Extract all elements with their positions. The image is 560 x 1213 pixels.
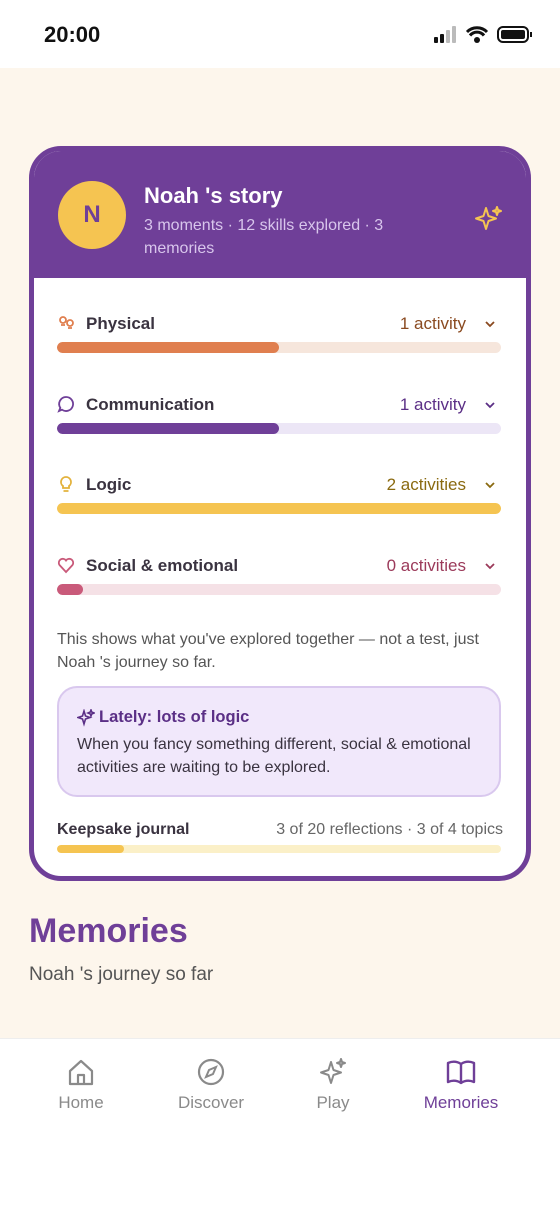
keepsake-summary: 3 of 20 reflections · 3 of 4 topics <box>276 821 503 838</box>
progress-bar <box>57 503 501 514</box>
status-icons <box>434 26 532 43</box>
skill-count[interactable]: 1 activity <box>399 314 466 333</box>
chevron[interactable] <box>484 398 496 416</box>
tab-icon <box>197 1058 225 1086</box>
chevron-icon <box>485 321 495 328</box>
tab-icon <box>446 1060 476 1085</box>
insight-text: When you fancy something different, soci… <box>77 736 471 776</box>
progress-track <box>57 583 501 595</box>
tab-item[interactable]: Home <box>21 1057 141 1113</box>
skill-name: Physical <box>86 314 155 333</box>
skill-count[interactable]: 2 activities <box>386 475 466 494</box>
icon <box>57 557 75 573</box>
progress-track <box>57 422 501 434</box>
tab-item[interactable]: Memories <box>401 1057 521 1113</box>
clock: 20:00 <box>44 22 101 47</box>
icon <box>59 316 74 329</box>
story-subtitle: 3 moments · 12 skills explored · 3 memor… <box>144 217 384 257</box>
progress-bar <box>57 342 279 353</box>
card-header: N Noah 's story 3 moments · 12 skills ex… <box>34 151 526 278</box>
tab-icon <box>68 1059 94 1086</box>
tab-label: Play <box>316 1093 350 1112</box>
skill-name: Communication <box>86 394 215 414</box>
memories-title: Memories <box>29 912 188 950</box>
skill-icon <box>57 556 77 581</box>
chevron-icon <box>485 562 495 569</box>
chevron-icon <box>485 482 495 489</box>
keepsake-progress <box>57 845 124 853</box>
progress-bar <box>57 583 83 595</box>
tab-icon <box>320 1058 346 1084</box>
memories-subtitle: Noah 's journey so far <box>29 964 214 985</box>
skill-count[interactable]: 1 activity <box>399 394 466 414</box>
sparkle-icon[interactable] <box>474 205 504 235</box>
story-title: Noah 's story <box>144 183 283 208</box>
tab-label: Memories <box>423 1093 499 1112</box>
tab-item[interactable]: Discover <box>151 1057 271 1113</box>
progress-bar <box>57 422 279 434</box>
icon <box>60 476 72 492</box>
status-bar: 20:00 <box>0 0 560 68</box>
keepsake-label: Keepsake journal <box>57 821 190 838</box>
insight-icon <box>77 709 95 727</box>
chevron[interactable] <box>484 559 496 577</box>
tab-bar: Home Discover Play Memories <box>0 1038 560 1213</box>
keepsake-track <box>57 845 501 853</box>
skill-count[interactable]: 0 activities <box>386 555 466 575</box>
chevron[interactable] <box>484 317 496 335</box>
skill-name: Logic <box>86 475 132 494</box>
skill-name: Social & emotional <box>86 555 239 575</box>
tab-item[interactable]: Play <box>273 1057 393 1113</box>
tab-label: Discover <box>177 1093 245 1112</box>
icon <box>57 395 74 413</box>
story-card: N Noah 's story 3 moments · 12 skills ex… <box>29 146 531 881</box>
progress-track <box>57 503 501 514</box>
chevron-icon <box>485 401 495 408</box>
progress-track <box>57 342 501 353</box>
skill-icon <box>57 314 77 339</box>
skill-icon <box>57 395 77 420</box>
note: This shows what you've explored together… <box>57 631 479 671</box>
skill-icon <box>57 475 77 500</box>
chevron[interactable] <box>484 478 496 496</box>
insight-box: Lately: lots of logic When you fancy som… <box>57 686 501 797</box>
tab-label: Home <box>58 1093 104 1112</box>
avatar: N <box>58 181 126 249</box>
insight-title: Lately: lots of logic <box>99 708 250 726</box>
